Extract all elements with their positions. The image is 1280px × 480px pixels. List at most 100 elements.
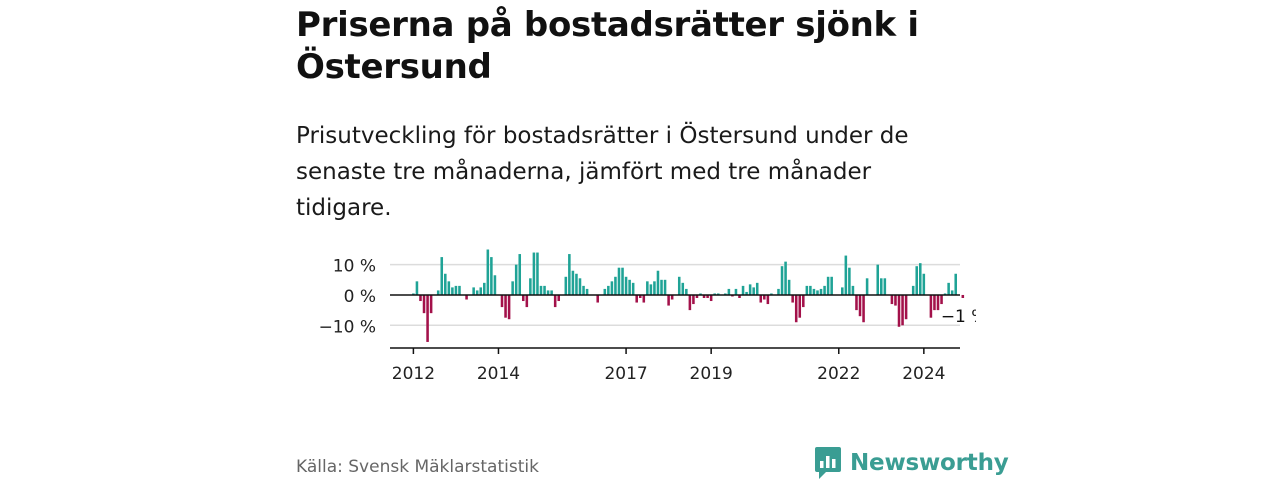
bar	[426, 294, 429, 342]
bar	[465, 294, 468, 300]
bar	[734, 288, 738, 295]
bar	[429, 294, 433, 314]
bar	[507, 294, 511, 320]
bar	[610, 281, 614, 295]
bar	[688, 294, 692, 311]
bar	[791, 294, 794, 303]
bar	[685, 288, 688, 295]
bar	[490, 257, 493, 295]
bar	[692, 294, 695, 305]
bar	[550, 290, 553, 295]
bar	[670, 294, 674, 300]
bar	[759, 294, 763, 303]
bar	[677, 276, 681, 295]
bar	[943, 293, 947, 295]
bar	[798, 294, 802, 318]
bar	[667, 294, 670, 306]
bar	[578, 278, 582, 295]
bar	[553, 294, 557, 308]
bar	[596, 294, 599, 303]
bar	[557, 294, 561, 302]
x-tick-label: 2024	[902, 364, 945, 384]
x-tick-label: 2022	[817, 364, 860, 384]
bar	[536, 252, 539, 295]
bar	[607, 285, 610, 295]
bar	[748, 284, 752, 295]
bar	[961, 294, 965, 298]
bar	[915, 266, 919, 295]
bar	[851, 285, 855, 295]
bar	[479, 287, 483, 295]
bar	[695, 294, 699, 298]
bar	[415, 281, 419, 295]
bar	[543, 285, 546, 295]
bar	[809, 285, 812, 295]
bar	[805, 285, 809, 295]
bar	[883, 278, 887, 295]
bar	[826, 276, 830, 295]
bar	[546, 290, 550, 295]
bar	[904, 294, 908, 320]
bar	[706, 294, 709, 298]
bar	[950, 290, 954, 295]
bar	[621, 267, 624, 295]
bar	[631, 282, 635, 295]
x-tick-label: 2014	[477, 364, 520, 384]
bar	[936, 294, 940, 311]
bar	[876, 264, 880, 295]
bar	[880, 278, 883, 295]
bar	[855, 294, 858, 311]
bar	[816, 290, 819, 295]
bar	[763, 294, 766, 300]
bar	[897, 294, 901, 327]
chart-title: Priserna på bostadsrätter sjönk i Östers…	[296, 5, 919, 87]
bar	[486, 249, 490, 295]
bar	[716, 293, 720, 295]
bar	[830, 276, 833, 295]
bar	[504, 294, 507, 318]
bar	[954, 273, 958, 295]
bar	[447, 281, 451, 295]
bar	[575, 273, 578, 295]
bar	[568, 254, 571, 295]
bar	[794, 294, 798, 323]
bar	[919, 263, 922, 295]
bar	[858, 294, 862, 317]
bar	[841, 287, 844, 295]
bar	[475, 290, 479, 295]
bar	[802, 294, 805, 308]
bar	[656, 270, 660, 295]
bar	[709, 294, 713, 302]
bar	[784, 261, 787, 295]
bar	[699, 293, 702, 295]
bar	[752, 287, 755, 295]
y-tick-label: 10 %	[333, 257, 376, 277]
bar	[947, 282, 950, 295]
bar	[493, 275, 497, 295]
bar	[525, 294, 529, 308]
bar	[649, 284, 653, 295]
bar	[603, 288, 607, 295]
bar	[865, 278, 869, 295]
bar	[755, 282, 759, 295]
bar	[911, 285, 915, 295]
bar-chart: 10 % 0 % −10 % −1 % 2012 2014 2017 2019 2022 2024	[319, 249, 976, 384]
bar	[642, 294, 646, 303]
bar	[653, 281, 656, 295]
bar	[787, 279, 791, 295]
bar	[483, 282, 486, 295]
y-tick-label: 0 %	[344, 287, 376, 307]
bar	[451, 287, 454, 295]
bar	[770, 293, 773, 295]
x-tick-label: 2017	[604, 364, 647, 384]
bar	[660, 279, 663, 295]
bar	[823, 285, 826, 295]
bar	[419, 294, 422, 302]
bar	[422, 294, 426, 314]
bar	[741, 285, 745, 295]
bar	[780, 266, 784, 295]
bar	[727, 288, 731, 295]
bar	[901, 294, 904, 326]
bar	[890, 294, 894, 305]
bar	[514, 264, 518, 295]
